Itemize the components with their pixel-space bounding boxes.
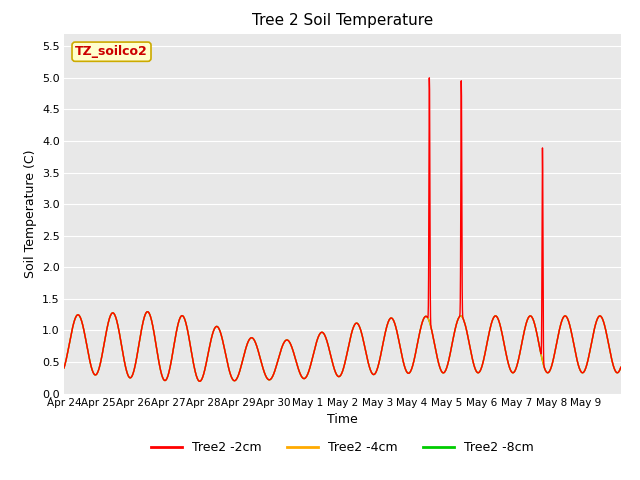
Legend: Tree2 -2cm, Tree2 -4cm, Tree2 -8cm: Tree2 -2cm, Tree2 -4cm, Tree2 -8cm xyxy=(146,436,539,459)
Text: TZ_soilco2: TZ_soilco2 xyxy=(75,45,148,58)
X-axis label: Time: Time xyxy=(327,413,358,426)
Y-axis label: Soil Temperature (C): Soil Temperature (C) xyxy=(24,149,36,278)
Title: Tree 2 Soil Temperature: Tree 2 Soil Temperature xyxy=(252,13,433,28)
